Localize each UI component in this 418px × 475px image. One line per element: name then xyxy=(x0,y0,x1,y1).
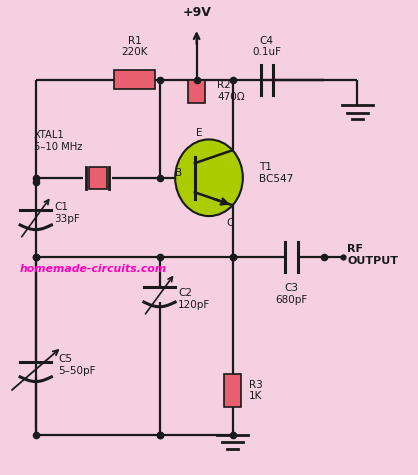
Bar xyxy=(114,70,155,89)
Text: C3
680pF: C3 680pF xyxy=(275,283,308,304)
Text: B: B xyxy=(175,168,182,178)
Bar xyxy=(188,80,205,103)
Bar xyxy=(224,374,241,407)
Text: R3
1K: R3 1K xyxy=(249,380,263,401)
Text: T1
BC547: T1 BC547 xyxy=(259,162,293,184)
Text: C: C xyxy=(226,218,233,228)
Circle shape xyxy=(175,140,243,216)
Bar xyxy=(89,167,107,189)
Text: R2
470Ω: R2 470Ω xyxy=(217,80,245,102)
Text: +9V: +9V xyxy=(182,6,211,19)
Text: RF
OUTPUT: RF OUTPUT xyxy=(347,244,398,266)
Text: homemade-circuits.com: homemade-circuits.com xyxy=(19,264,166,274)
Text: R1
220K: R1 220K xyxy=(122,36,148,57)
Text: C5
5–50pF: C5 5–50pF xyxy=(59,354,96,376)
Text: C2
120pF: C2 120pF xyxy=(178,288,210,310)
Text: C4
0.1uF: C4 0.1uF xyxy=(252,36,281,57)
Text: C1
33pF: C1 33pF xyxy=(54,202,80,224)
Text: E: E xyxy=(196,127,202,137)
Text: XTAL1
5–10 MHz: XTAL1 5–10 MHz xyxy=(34,131,82,152)
